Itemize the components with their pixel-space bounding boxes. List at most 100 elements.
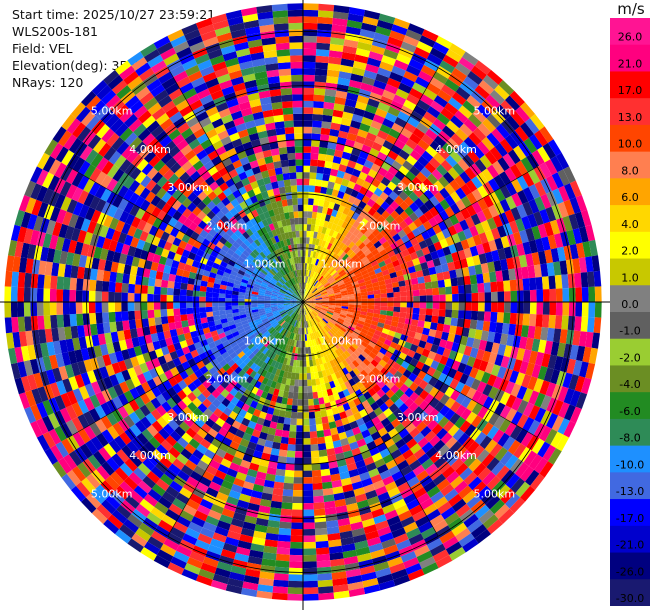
velocity-gate — [335, 505, 348, 514]
velocity-gate — [249, 549, 264, 559]
velocity-gate — [324, 214, 332, 222]
velocity-gate — [308, 243, 313, 251]
velocity-gate — [381, 538, 397, 549]
velocity-gate — [257, 367, 264, 376]
velocity-gate — [346, 328, 354, 334]
velocity-gate — [172, 441, 185, 454]
velocity-gate — [365, 104, 378, 115]
velocity-gate — [379, 145, 391, 156]
velocity-gate — [511, 411, 523, 426]
velocity-gate — [328, 296, 336, 300]
velocity-gate — [183, 376, 193, 386]
velocity-gate — [341, 273, 348, 280]
velocity-gate — [72, 253, 81, 267]
velocity-gate — [384, 422, 395, 433]
velocity-gate — [228, 489, 241, 500]
velocity-gate — [325, 265, 332, 272]
velocity-gate — [398, 220, 409, 230]
velocity-gate — [325, 285, 332, 291]
velocity-gate — [254, 524, 268, 533]
velocity-gate — [207, 320, 216, 328]
velocity-gate — [482, 321, 491, 332]
velocity-gate — [85, 493, 101, 509]
velocity-gate — [319, 253, 325, 261]
velocity-gate — [433, 213, 444, 225]
velocity-gate — [386, 262, 394, 270]
velocity-gate — [135, 319, 143, 329]
velocity-gate — [345, 267, 352, 274]
velocity-gate — [334, 349, 342, 357]
velocity-gate — [455, 326, 464, 336]
velocity-gate — [348, 126, 360, 136]
velocity-gate — [303, 470, 313, 478]
velocity-gate — [270, 329, 277, 336]
velocity-gate — [306, 360, 310, 367]
velocity-gate — [502, 436, 516, 451]
velocity-gate — [70, 325, 79, 339]
velocity-gate — [388, 403, 399, 413]
velocity-gate — [303, 133, 312, 140]
velocity-gate — [237, 377, 246, 386]
velocity-gate — [128, 471, 143, 486]
velocity-gate — [269, 328, 276, 335]
velocity-gate — [381, 375, 390, 385]
velocity-gate — [373, 309, 381, 315]
velocity-gate — [212, 334, 220, 342]
velocity-gate — [334, 149, 344, 158]
velocity-gate — [351, 281, 359, 286]
velocity-gate — [43, 274, 52, 289]
velocity-gate — [44, 448, 58, 465]
velocity-gate — [65, 419, 79, 436]
velocity-gate — [212, 306, 220, 312]
velocity-gate — [148, 436, 161, 449]
velocity-gate — [257, 304, 265, 307]
velocity-gate — [579, 361, 589, 378]
velocity-gate — [413, 46, 430, 59]
velocity-gate — [350, 244, 359, 252]
velocity-gate — [264, 308, 272, 313]
velocity-gate — [531, 149, 545, 166]
velocity-gate — [247, 441, 257, 451]
velocity-gate — [394, 423, 406, 434]
velocity-gate — [387, 106, 401, 117]
velocity-gate — [239, 285, 247, 290]
velocity-gate — [320, 383, 327, 391]
velocity-gate — [381, 328, 390, 335]
velocity-gate — [544, 428, 558, 445]
velocity-gate — [307, 204, 314, 212]
velocity-gate — [173, 295, 180, 302]
velocity-gate — [489, 89, 505, 105]
velocity-gate — [172, 210, 183, 221]
velocity-gate — [324, 500, 336, 509]
velocity-gate — [477, 393, 489, 406]
velocity-gate — [444, 512, 460, 526]
velocity-gate — [325, 227, 331, 236]
velocity-gate — [129, 328, 138, 339]
velocity-gate — [233, 283, 241, 289]
velocity-gate — [393, 291, 401, 298]
velocity-gate — [316, 323, 321, 331]
velocity-gate — [470, 283, 479, 294]
velocity-gate — [472, 234, 483, 246]
velocity-gate — [363, 322, 371, 328]
velocity-gate — [527, 168, 541, 185]
velocity-gate — [127, 367, 137, 379]
velocity-gate — [134, 310, 142, 320]
velocity-gate — [399, 393, 410, 403]
velocity-gate — [402, 449, 414, 460]
velocity-gate — [403, 122, 417, 134]
velocity-gate — [343, 246, 351, 254]
velocity-gate — [311, 244, 316, 252]
velocity-gate — [399, 210, 409, 221]
velocity-gate — [395, 327, 404, 335]
velocity-gate — [361, 22, 377, 33]
velocity-gate — [357, 278, 365, 284]
velocity-gate — [200, 527, 215, 539]
velocity-gate — [250, 543, 265, 553]
velocity-gate — [276, 396, 283, 404]
velocity-gate — [110, 261, 119, 273]
velocity-gate — [339, 471, 351, 480]
velocity-gate — [447, 424, 460, 437]
velocity-gate — [389, 341, 398, 350]
velocity-gate — [315, 218, 321, 226]
